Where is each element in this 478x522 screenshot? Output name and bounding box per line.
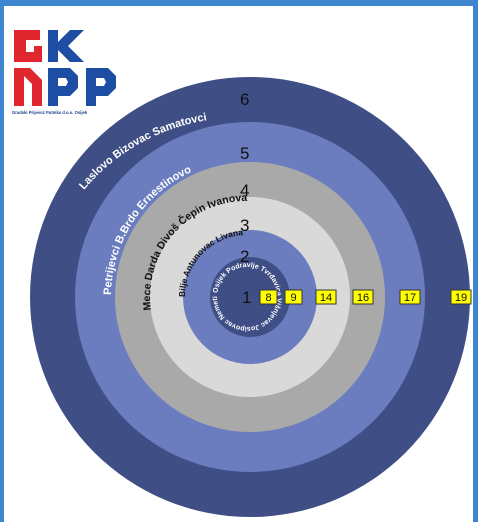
gpp-logo: Gradski Prijevoz Putnika d.o.o. Osijek (12, 30, 116, 115)
zone-2-number: 2 (240, 247, 249, 266)
svg-text:8: 8 (265, 292, 271, 304)
price-badge-zone-6: 19 (450, 289, 472, 305)
zone-6-number: 6 (240, 90, 249, 109)
zone-5-number: 5 (240, 144, 249, 163)
zone-1-circle (210, 257, 290, 337)
price-badge-zone-3: 14 (315, 289, 337, 305)
svg-text:19: 19 (455, 292, 467, 304)
logo-caption: Gradski Prijevoz Putnika d.o.o. Osijek (12, 110, 88, 115)
price-badge-zone-2: 9 (284, 289, 303, 305)
svg-text:9: 9 (290, 292, 296, 304)
svg-text:14: 14 (320, 292, 332, 304)
price-badge-zone-5: 17 (399, 289, 421, 305)
zone-4-number: 4 (240, 181, 249, 200)
zone-3-number: 3 (240, 216, 249, 235)
svg-text:16: 16 (357, 292, 369, 304)
price-badge-zone-1: 8 (259, 289, 278, 305)
price-badge-zone-4: 16 (352, 289, 374, 305)
logo-mark (14, 30, 116, 106)
zone-1-number: 1 (242, 288, 251, 307)
svg-text:17: 17 (404, 292, 416, 304)
